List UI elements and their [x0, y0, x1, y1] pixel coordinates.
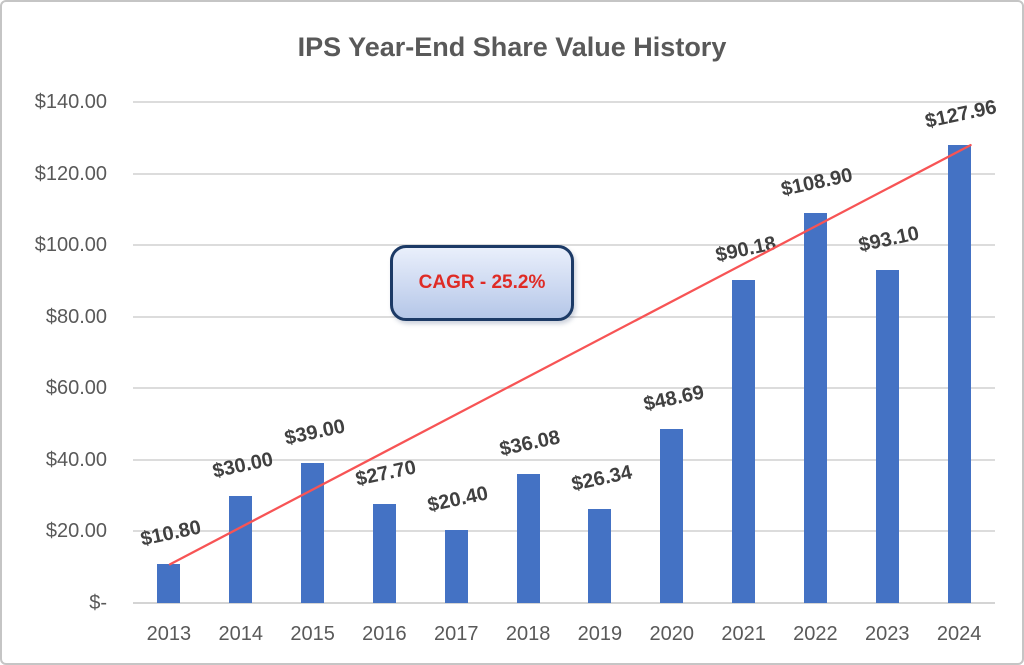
bar-value-label-2021: $90.18: [713, 232, 778, 267]
bar-value-label-2016: $27.70: [354, 456, 419, 491]
y-axis-tick-label: $140.00: [34, 91, 107, 113]
bar-value-label-2017: $20.40: [425, 482, 491, 517]
x-axis-tick-label-2023: 2023: [865, 623, 910, 645]
bar-value-label-2023: $93.10: [856, 222, 922, 257]
x-axis-tick-label-2018: 2018: [505, 623, 551, 645]
y-axis-tick-label: $120.00: [34, 162, 107, 185]
y-axis-tick-label: $60.00: [45, 377, 107, 400]
bar-value-label-2019: $26.34: [569, 461, 635, 496]
gridline-20: [133, 530, 995, 533]
bar-2024: [947, 145, 971, 603]
bar-value-label-2015: $39.00: [282, 415, 347, 451]
cagr-annotation-box: CAGR - 25.2%: [390, 245, 574, 321]
bar-2015: [301, 463, 325, 603]
x-axis-tick-label-2014: 2014: [218, 623, 264, 645]
gridline-0: [133, 602, 995, 604]
bar-2018: [516, 473, 540, 603]
x-axis-tick-label-2024: 2024: [936, 623, 982, 645]
chart-title: IPS Year-End Share Value History: [297, 32, 727, 62]
x-axis-tick-label-2013: 2013: [146, 623, 192, 645]
gridline-60: [133, 387, 995, 390]
bar-2014: [229, 495, 253, 603]
x-axis-tick-label-2016: 2016: [362, 623, 407, 645]
bar-value-label-2022: $108.90: [779, 164, 855, 202]
bar-2013: [157, 564, 181, 603]
y-axis-tick-label: $20.00: [45, 520, 107, 543]
trendline: [168, 143, 972, 566]
gridline-120: [133, 172, 995, 175]
bar-2023: [875, 269, 899, 603]
y-axis-tick-label: $-: [89, 592, 107, 614]
bar-2021: [732, 280, 756, 603]
bar-2020: [660, 428, 684, 603]
x-axis-tick-label-2019: 2019: [577, 623, 623, 645]
bar-value-label-2018: $36.08: [497, 426, 563, 461]
cagr-annotation-text: CAGR - 25.2%: [418, 272, 546, 293]
bar-2017: [444, 529, 468, 603]
x-axis-tick-label-2017: 2017: [434, 623, 479, 645]
bar-2016: [372, 503, 396, 603]
y-axis-tick-label: $40.00: [45, 448, 107, 471]
x-axis-tick-label-2020: 2020: [649, 623, 695, 645]
bar-value-label-2014: $30.00: [210, 448, 275, 483]
gridline-140: [133, 101, 995, 103]
y-axis-tick-label: $100.00: [34, 234, 107, 257]
bar-2022: [803, 213, 827, 603]
bar-value-label-2013: $10.80: [138, 516, 204, 551]
bar-2019: [588, 508, 612, 603]
x-axis-tick-label-2022: 2022: [793, 623, 838, 645]
x-axis-tick-label-2021: 2021: [721, 623, 766, 645]
y-axis-tick-label: $80.00: [45, 305, 107, 328]
x-axis-tick-label-2015: 2015: [290, 623, 335, 645]
